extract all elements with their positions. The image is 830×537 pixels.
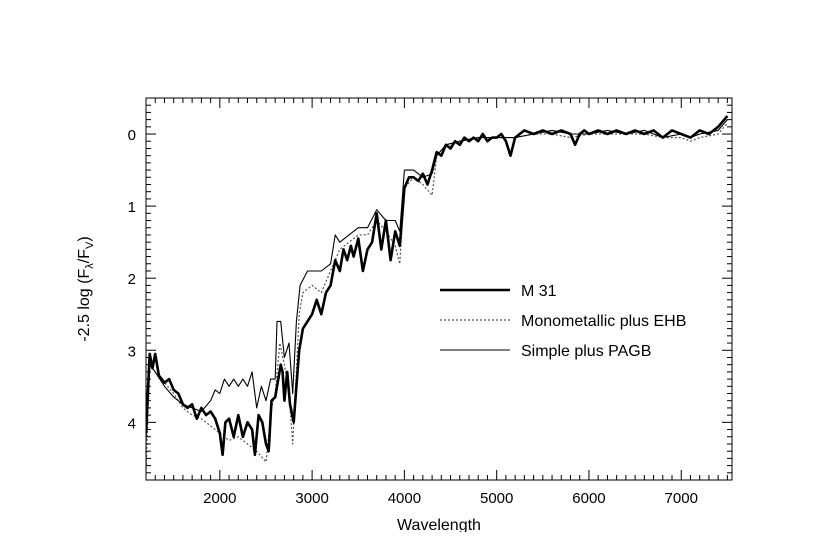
y-tick-label: 0 bbox=[128, 127, 136, 144]
x-tick-label: 6000 bbox=[572, 490, 605, 507]
series-line-0 bbox=[146, 115, 729, 457]
y-tick-label: 4 bbox=[128, 415, 136, 432]
plot-frame bbox=[145, 97, 733, 481]
x-tick-label: 3000 bbox=[295, 490, 328, 507]
x-tick-label: 2000 bbox=[203, 490, 236, 507]
legend-label: M 31 bbox=[521, 283, 557, 300]
x-tick-label: 5000 bbox=[480, 490, 513, 507]
y-tick-label: 2 bbox=[128, 271, 136, 288]
series-line-1 bbox=[146, 122, 728, 473]
x-tick-label: 7000 bbox=[665, 490, 698, 507]
y-axis-label: -2.5 log (Fλ/FV) bbox=[76, 236, 96, 341]
y-tick-label: 3 bbox=[128, 343, 136, 360]
chart-legend: M 31 Monometallic plus EHB Simple plus PAG… bbox=[440, 283, 686, 360]
series-line-2 bbox=[146, 119, 728, 441]
x-tick-label: 4000 bbox=[388, 490, 421, 507]
legend-label: Simple plus PAGB bbox=[521, 343, 651, 360]
legend-label: Monometallic plus EHB bbox=[521, 313, 686, 330]
x-axis-label: Wavelength bbox=[397, 517, 481, 532]
y-tick-label: 1 bbox=[128, 199, 136, 216]
